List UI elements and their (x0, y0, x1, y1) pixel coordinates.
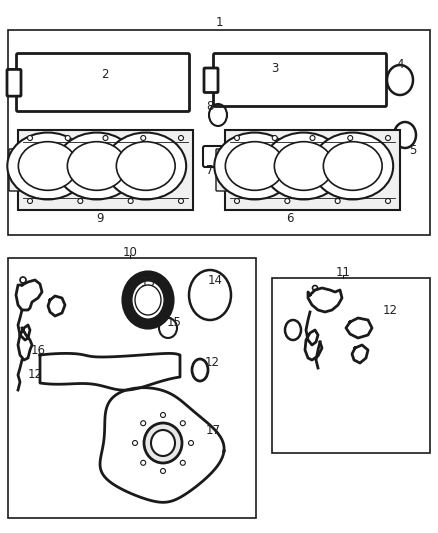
Ellipse shape (385, 198, 391, 204)
Ellipse shape (225, 142, 284, 190)
Ellipse shape (141, 461, 146, 465)
Ellipse shape (7, 133, 88, 199)
Text: 9: 9 (96, 212, 104, 224)
Ellipse shape (335, 198, 340, 204)
Bar (225, 130, 400, 210)
Ellipse shape (78, 198, 83, 204)
Text: 13: 13 (141, 276, 155, 288)
Text: 3: 3 (271, 61, 279, 75)
Ellipse shape (117, 142, 175, 190)
Text: 4: 4 (396, 59, 404, 71)
Text: 11: 11 (336, 265, 350, 279)
Ellipse shape (135, 285, 161, 315)
Text: 12: 12 (28, 368, 42, 382)
FancyBboxPatch shape (7, 69, 21, 96)
Ellipse shape (180, 421, 185, 426)
Ellipse shape (348, 135, 353, 141)
Ellipse shape (57, 133, 137, 199)
Ellipse shape (103, 135, 108, 141)
Ellipse shape (28, 198, 32, 204)
Ellipse shape (28, 135, 32, 141)
Ellipse shape (67, 142, 126, 190)
Ellipse shape (144, 423, 182, 463)
Text: 17: 17 (205, 424, 220, 437)
Text: 15: 15 (166, 316, 181, 328)
Ellipse shape (323, 142, 382, 190)
Ellipse shape (160, 413, 166, 417)
Ellipse shape (272, 135, 277, 141)
Text: 14: 14 (208, 273, 223, 287)
Bar (18, 130, 193, 210)
Ellipse shape (234, 135, 240, 141)
Text: 10: 10 (123, 246, 138, 259)
FancyBboxPatch shape (9, 149, 21, 191)
Ellipse shape (141, 421, 146, 426)
Ellipse shape (285, 198, 290, 204)
Ellipse shape (385, 135, 391, 141)
Text: 16: 16 (31, 343, 46, 357)
Text: 6: 6 (286, 212, 294, 224)
Text: 7: 7 (206, 164, 214, 176)
FancyBboxPatch shape (204, 68, 218, 93)
Ellipse shape (263, 133, 344, 199)
Ellipse shape (188, 440, 194, 446)
Text: 12: 12 (205, 356, 219, 368)
Ellipse shape (18, 142, 77, 190)
Ellipse shape (151, 430, 175, 456)
Text: 12: 12 (382, 303, 398, 317)
Ellipse shape (141, 135, 146, 141)
Ellipse shape (128, 198, 133, 204)
Ellipse shape (234, 198, 240, 204)
Bar (272, 278, 430, 453)
Ellipse shape (160, 469, 166, 473)
Ellipse shape (180, 461, 185, 465)
Text: 8: 8 (206, 100, 214, 112)
Ellipse shape (105, 133, 186, 199)
Ellipse shape (274, 142, 333, 190)
Bar (8, 30, 430, 235)
Text: 2: 2 (101, 69, 109, 82)
Ellipse shape (133, 440, 138, 446)
Text: 1: 1 (215, 15, 223, 28)
Ellipse shape (312, 133, 393, 199)
Ellipse shape (214, 133, 295, 199)
Ellipse shape (65, 135, 70, 141)
Ellipse shape (310, 135, 315, 141)
FancyBboxPatch shape (216, 149, 228, 191)
Text: 5: 5 (410, 143, 417, 157)
Ellipse shape (179, 135, 184, 141)
Bar (8, 258, 256, 518)
Ellipse shape (179, 198, 184, 204)
